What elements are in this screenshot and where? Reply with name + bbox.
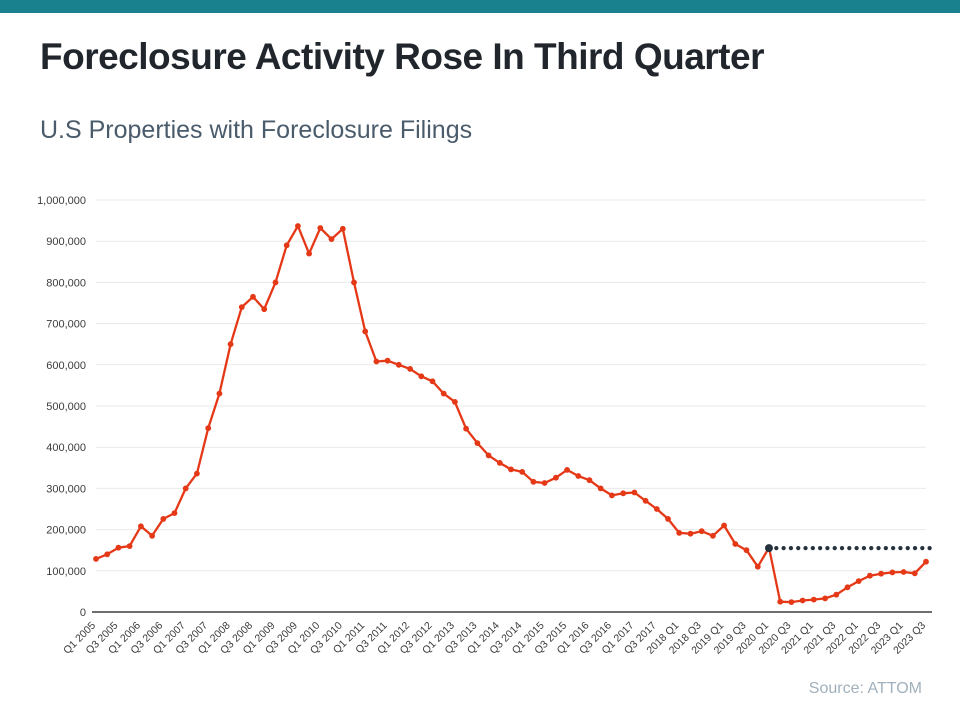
svg-text:1,000,000: 1,000,000 — [37, 195, 86, 207]
y-axis-labels: 0 100,000 200,000 300,000 400,000 500,000 600,… — [37, 195, 86, 619]
svg-text:900,000: 900,000 — [46, 236, 86, 248]
svg-text:300,000: 300,000 — [46, 483, 86, 495]
svg-text:800,000: 800,000 — [46, 277, 86, 289]
svg-text:0: 0 — [80, 607, 86, 619]
page-subtitle: U.S Properties with Foreclosure Filings — [40, 116, 473, 144]
source-attribution: Source: ATTOM — [808, 680, 922, 697]
reference-line-start-dot — [764, 544, 773, 553]
data-points — [93, 223, 929, 605]
accent-bar — [0, 0, 960, 13]
svg-text:700,000: 700,000 — [46, 319, 86, 331]
svg-text:500,000: 500,000 — [46, 401, 86, 413]
page-title: Foreclosure Activity Rose In Third Quart… — [40, 36, 764, 77]
svg-text:100,000: 100,000 — [46, 566, 86, 578]
foreclosure-line-chart: 0 100,000 200,000 300,000 400,000 500,000 600,… — [14, 182, 944, 672]
chart-canvas: 0 100,000 200,000 300,000 400,000 500,000 600,… — [37, 195, 935, 657]
gridlines — [96, 199, 926, 572]
svg-text:200,000: 200,000 — [46, 525, 86, 537]
svg-text:600,000: 600,000 — [46, 360, 86, 372]
svg-text:400,000: 400,000 — [46, 442, 86, 454]
